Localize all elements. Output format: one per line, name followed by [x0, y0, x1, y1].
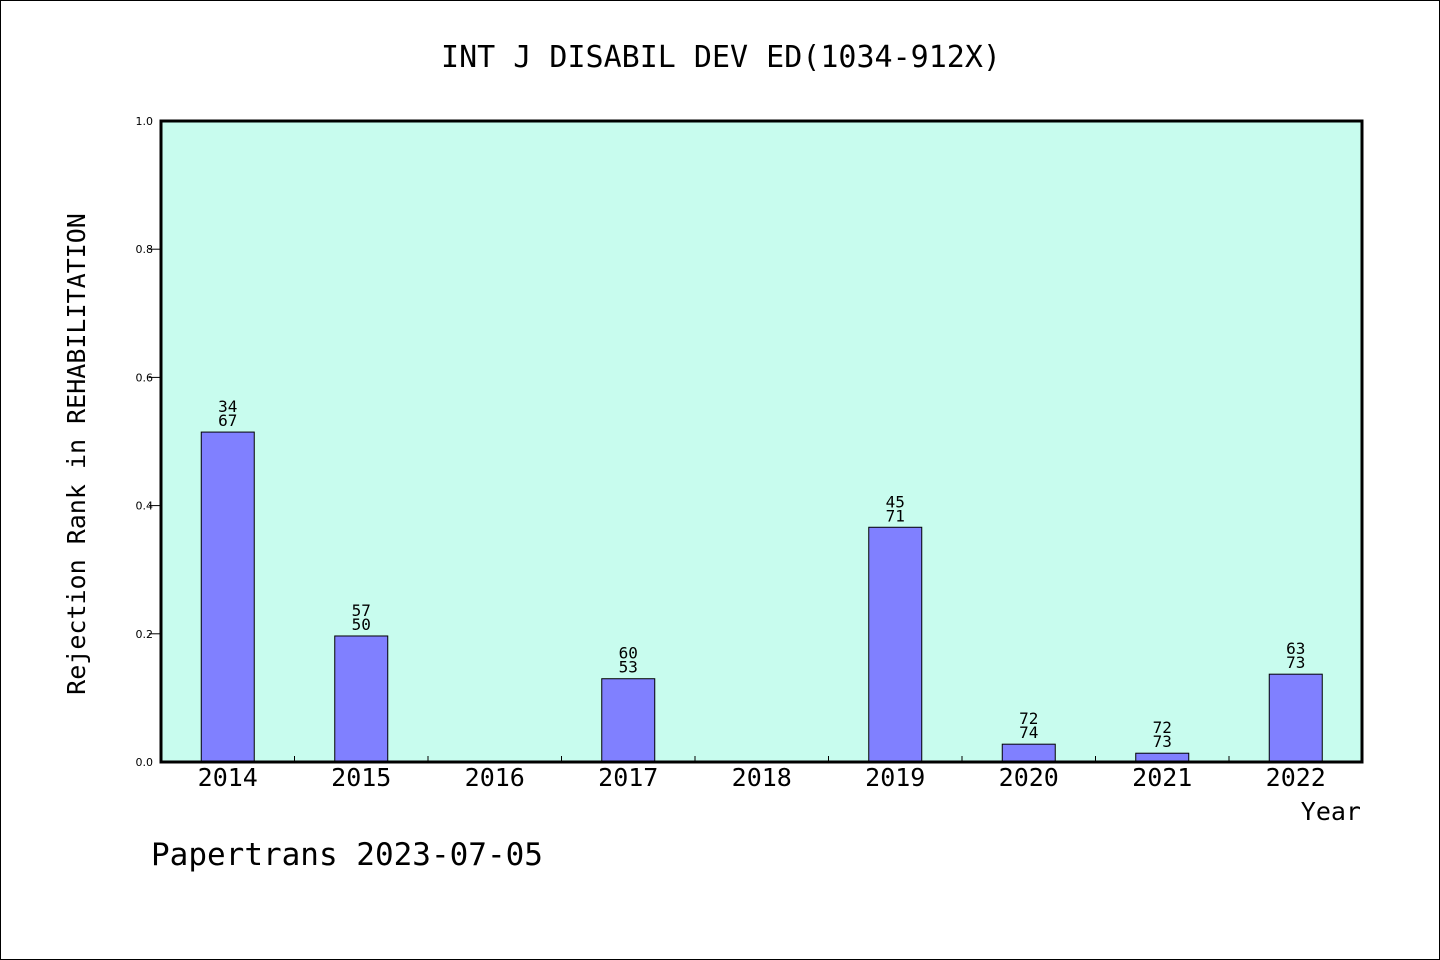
x-axis-ticks: 2014 2015 2016 2017 2018 2019 2020 2021 2022 — [198, 756, 1326, 792]
plot-frame — [159, 119, 1364, 764]
x-tick-label: 2018 — [732, 763, 792, 792]
y-tick-label: 0.8 — [136, 243, 154, 256]
y-axis-ticks: 0.0 0.2 0.4 0.6 0.8 1.0 — [136, 115, 161, 769]
bar — [1268, 673, 1323, 763]
bar — [200, 431, 255, 763]
x-tick-label: 2016 — [465, 763, 525, 792]
bar — [601, 678, 656, 763]
bar-label-bottom: 73 — [1153, 732, 1172, 751]
x-tick-label: 2019 — [865, 763, 925, 792]
y-axis-label: Rejection Rank in REHABILITATION — [62, 213, 91, 695]
bar-label-bottom: 73 — [1286, 653, 1305, 672]
bar-label-top: 45 — [886, 492, 905, 511]
bar — [1001, 743, 1056, 763]
bar-label-top: 72 — [1153, 718, 1172, 737]
y-tick-label: 1.0 — [136, 115, 154, 128]
bars-group — [200, 431, 1323, 763]
x-tick-label: 2022 — [1266, 763, 1326, 792]
bar-label-top: 72 — [1019, 709, 1038, 728]
bar-label-top: 63 — [1286, 639, 1305, 658]
y-tick-label: 0.6 — [136, 371, 154, 384]
bar-label-top: 60 — [619, 644, 638, 663]
bar — [868, 526, 923, 763]
footer-credit: Papertrans 2023-07-05 — [151, 837, 543, 873]
y-tick-label: 0.4 — [136, 500, 154, 513]
y-tick-label: 0.2 — [136, 628, 154, 641]
x-tick-label: 2017 — [598, 763, 658, 792]
x-tick-label: 2014 — [198, 763, 258, 792]
chart-title: INT J DISABIL DEV ED(1034-912X) — [441, 40, 1001, 75]
bar-label-bottom: 74 — [1019, 723, 1038, 742]
x-tick-label: 2020 — [999, 763, 1059, 792]
bar-label-top: 57 — [352, 601, 371, 620]
bar-label-top: 34 — [218, 397, 237, 416]
bar-label-bottom: 71 — [886, 506, 905, 525]
x-tick-label: 2021 — [1132, 763, 1192, 792]
x-tick-label: 2015 — [331, 763, 391, 792]
bar-label-bottom: 67 — [218, 411, 237, 430]
y-tick-label: 0.0 — [136, 756, 154, 769]
x-axis-label: Year — [1301, 797, 1361, 826]
bar — [334, 635, 389, 763]
bar-label-bottom: 50 — [352, 615, 371, 634]
bar-label-bottom: 53 — [619, 658, 638, 677]
